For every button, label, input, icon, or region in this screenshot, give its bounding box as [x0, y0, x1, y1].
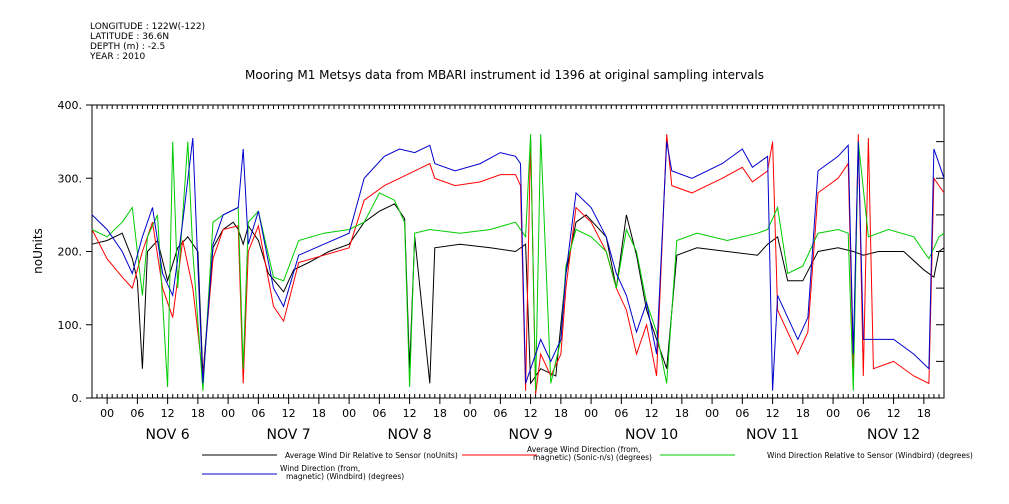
meta-depth: DEPTH (m) : -2.5: [90, 42, 166, 52]
legend-label: Wind Direction Relative to Sensor (Windb…: [767, 451, 973, 460]
meta-year: YEAR : 2010: [90, 52, 146, 62]
chart-title: Mooring M1 Metsys data from MBARI instru…: [245, 68, 764, 82]
x-tick-label: 18: [675, 407, 689, 420]
series-line-3: [91, 137, 945, 391]
x-tick-label: 06: [856, 407, 870, 420]
x-tick-label: 12: [887, 407, 901, 420]
x-tick-label: 00: [705, 407, 719, 420]
series-line-2: [91, 134, 945, 391]
x-tick-label: 06: [372, 407, 386, 420]
x-tick-label: 18: [312, 407, 326, 420]
series-group: [91, 134, 945, 395]
y-tick-label: 300.: [58, 172, 83, 185]
series-line-1: [91, 134, 945, 395]
x-day-label: NOV 11: [746, 427, 799, 443]
x-tick-label: 06: [251, 407, 265, 420]
x-day-label: NOV 10: [625, 427, 678, 443]
y-tick-label: 100.: [58, 319, 83, 332]
x-tick-label: 00: [342, 407, 356, 420]
x-tick-label: 18: [917, 407, 931, 420]
x-tick-label: 12: [403, 407, 417, 420]
meta-latitude: LATITUDE : 36.6N: [90, 32, 170, 42]
y-tick-label: 0.: [72, 392, 83, 405]
x-tick-label: 06: [130, 407, 144, 420]
legend-label: Average Wind Direction (from,: [527, 445, 640, 454]
x-tick-label: 12: [161, 407, 175, 420]
plot-frame: [91, 104, 945, 399]
legend-label: Average Wind Dir Relative to Sensor (noU…: [285, 451, 458, 460]
x-tick-label: 00: [826, 407, 840, 420]
x-day-label: NOV 7: [267, 427, 311, 443]
x-axis: 00 06 12 18 00 06 12 18 00 06 12 18 00 06 12 18 00 06 12 18…: [100, 398, 931, 443]
x-day-label: NOV 9: [509, 427, 553, 443]
x-tick-label: 18: [554, 407, 568, 420]
x-tick-label: 18: [191, 407, 205, 420]
minor-ticks: [91, 104, 945, 399]
y-tick-label: 200.: [58, 246, 83, 259]
metadata-block: LONGITUDE : 122W(-122) LATITUDE : 36.6N …: [90, 22, 205, 62]
legend-label-cont: magnetic) (Windbird) (degrees): [286, 472, 404, 481]
x-tick-label: 00: [221, 407, 235, 420]
series-line-0: [91, 203, 945, 385]
x-tick-label: 06: [614, 407, 628, 420]
y-tick-label: 400.: [58, 99, 83, 112]
x-tick-label: 18: [796, 407, 810, 420]
y-axis: 0. 100. 200. 300. 400.: [58, 99, 92, 405]
legend-label: Wind Direction (from,: [280, 464, 360, 473]
x-tick-label: 00: [100, 407, 114, 420]
x-day-label: NOV 12: [867, 427, 920, 443]
x-tick-label: 18: [433, 407, 447, 420]
legend-label-cont: magnetic) (Sonic-n/s) (degrees): [533, 453, 652, 462]
x-tick-label: 00: [463, 407, 477, 420]
y-axis-label: noUnits: [31, 228, 45, 274]
minor-tick-marks: [91, 104, 945, 399]
meta-longitude: LONGITUDE : 122W(-122): [90, 22, 206, 32]
x-day-label: NOV 8: [388, 427, 432, 443]
x-tick-label: 12: [645, 407, 659, 420]
x-tick-label: 06: [735, 407, 749, 420]
x-tick-label: 06: [493, 407, 507, 420]
legend: Average Wind Dir Relative to Sensor (noU…: [202, 445, 973, 481]
x-tick-label: 12: [524, 407, 538, 420]
x-day-label: NOV 6: [146, 427, 190, 443]
x-tick-label: 12: [766, 407, 780, 420]
x-tick-label: 12: [282, 407, 296, 420]
x-tick-label: 00: [584, 407, 598, 420]
